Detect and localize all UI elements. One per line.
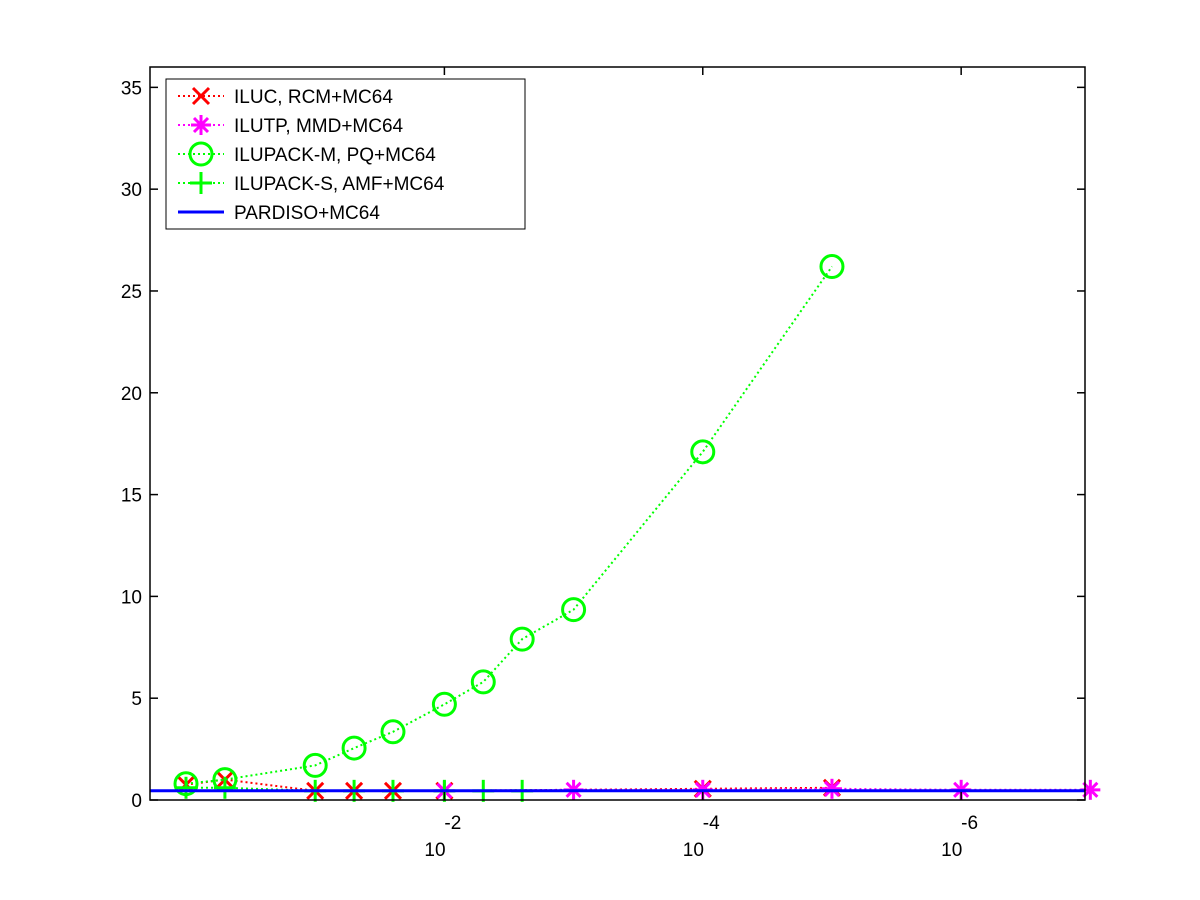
legend-entry: PARDISO+MC64 (178, 203, 380, 224)
x-tick-label-exponent: -2 (444, 813, 461, 834)
x-tick-label-exponent: -6 (961, 813, 978, 834)
y-tick-label: 25 (121, 282, 142, 303)
legend-entry: ILUTP, MMD+MC64 (178, 115, 404, 137)
legend-box (165, 78, 526, 230)
y-tick-label: 15 (121, 486, 142, 507)
tick-layer: 0 5 10 15 20 25 30 35 10 -2 10 -4 10 -6 (121, 67, 1085, 861)
y-tick-label: 30 (121, 180, 142, 201)
y-tick-label: 20 (121, 384, 142, 405)
y-tick-label: 35 (121, 78, 142, 99)
data-point (470, 669, 496, 695)
legend-entry: ILUPACK-M, PQ+MC64 (178, 141, 436, 167)
legend-label: ILUPACK-M, PQ+MC64 (234, 145, 436, 166)
x-tick-label-base: 10 (941, 840, 962, 861)
legend-label: ILUC, RCM+MC64 (234, 87, 393, 108)
y-tick-label: 10 (121, 587, 142, 608)
legend-marker (191, 86, 211, 106)
x-tick-label-base: 10 (424, 840, 445, 861)
legend-marker (190, 172, 212, 194)
data-point (431, 691, 457, 717)
data-point (821, 778, 842, 799)
legend-label: PARDISO+MC64 (234, 203, 380, 224)
data-point (341, 735, 367, 761)
legend-label: ILUTP, MMD+MC64 (234, 116, 404, 137)
data-point (213, 776, 236, 799)
data-point (819, 254, 845, 280)
legend: ILUC, RCM+MC64 ILUTP, MMD+MC64 ILUPACK-M, … (165, 78, 526, 230)
data-point (690, 439, 716, 465)
y-tick-label: 5 (131, 689, 142, 710)
y-tick-label: 0 (131, 791, 142, 812)
data-point (380, 719, 406, 745)
data-point (175, 776, 198, 799)
legend-label: ILUPACK-S, AMF+MC64 (234, 174, 445, 195)
data-point (302, 752, 328, 778)
legend-marker (191, 115, 211, 135)
data-point (509, 626, 535, 652)
legend-marker (188, 141, 214, 167)
data-point (561, 597, 587, 623)
axes-box (149, 66, 1086, 801)
x-tick-label-exponent: -4 (703, 813, 720, 834)
x-tick-label-base: 10 (683, 840, 704, 861)
series-line (185, 265, 833, 785)
legend-entry: ILUPACK-S, AMF+MC64 (178, 172, 445, 195)
plot-layer (150, 254, 1101, 802)
legend-entry: ILUC, RCM+MC64 (178, 86, 393, 108)
